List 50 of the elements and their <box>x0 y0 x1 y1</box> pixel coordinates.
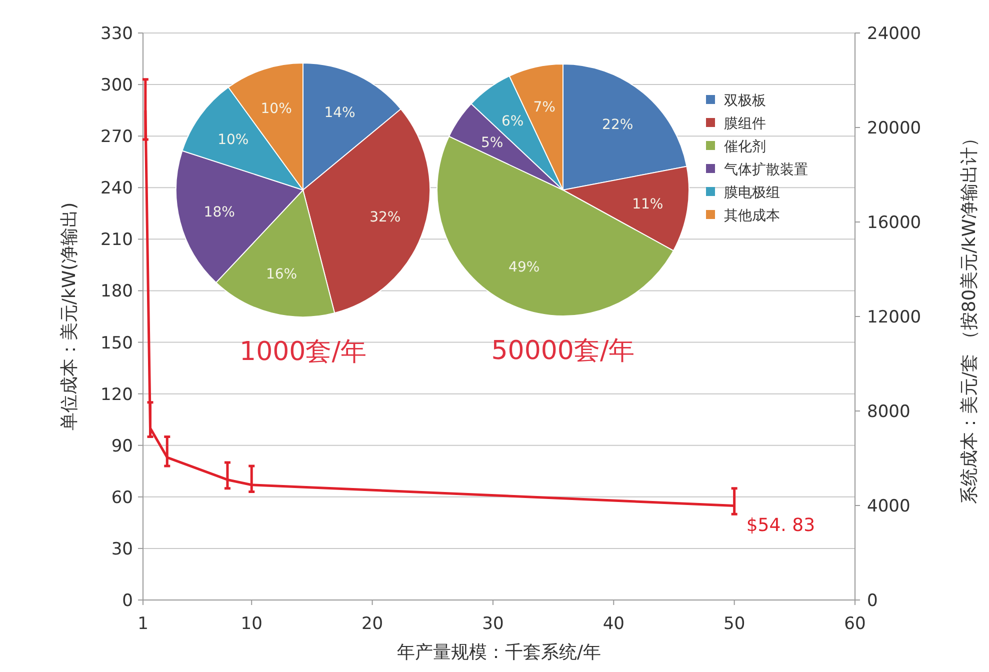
x-tick-label: 50 <box>724 614 746 634</box>
data-label: 32% <box>370 210 401 226</box>
data-label: 49% <box>508 259 540 276</box>
y2-tick-label: 0 <box>867 591 878 611</box>
y-tick-label: 150 <box>100 333 133 354</box>
y-tick-label: 60 <box>111 488 133 508</box>
y2-tick-label: 24000 <box>867 24 922 44</box>
y2-tick-label: 12000 <box>867 308 922 328</box>
legend-label: 膜电极组 <box>724 185 780 201</box>
data-label: 5% <box>481 134 504 151</box>
x-axis-title: 年产量规模：千套系统/年 <box>396 642 602 663</box>
x-tick-label: 40 <box>602 614 624 634</box>
y-tick-label: 330 <box>100 24 133 44</box>
y-tick-label: 300 <box>100 76 133 96</box>
data-label: 22% <box>602 116 634 133</box>
x-tick-label: 60 <box>844 614 866 634</box>
data-label: 11% <box>632 196 664 212</box>
x-tick-label: 30 <box>482 614 504 634</box>
y-tick-label: 180 <box>100 282 133 302</box>
y-tick-label: 210 <box>100 230 133 250</box>
data-label: 10% <box>218 132 249 148</box>
data-label: 6% <box>502 114 524 130</box>
legend-label: 膜组件 <box>724 116 766 132</box>
text: 1000套/年 <box>240 337 366 367</box>
x-tick-label: 1 <box>138 614 148 634</box>
y2-tick-label: 20000 <box>867 118 922 138</box>
y2-tick-label: 4000 <box>867 496 910 516</box>
y-tick-label: 30 <box>111 539 133 560</box>
legend-label: 气体扩散装置 <box>724 162 808 178</box>
y2-tick-label: 16000 <box>867 213 922 233</box>
y-tick-label: 120 <box>100 384 133 405</box>
annotation: $54. 83 <box>746 514 816 536</box>
y-axis-title: 单位成本：美元/kW(净输出) <box>59 202 80 431</box>
data-label: 16% <box>266 266 298 283</box>
y-tick-label: 270 <box>100 127 133 148</box>
data-label: 7% <box>533 99 556 116</box>
data-label: 18% <box>204 204 235 220</box>
data-label: 10% <box>260 100 292 117</box>
y2-tick-label: 8000 <box>867 402 910 422</box>
text: 50000套/年 <box>491 336 635 366</box>
x-tick-label: 10 <box>240 614 262 634</box>
data-label: 14% <box>324 104 356 121</box>
legend-label: 催化剂 <box>724 139 766 155</box>
legend-label: 其他成本 <box>724 208 780 224</box>
y2-axis-title: 系统成本：美元/套 （按80美元/kW净输出计） <box>959 129 980 504</box>
y-tick-label: 240 <box>100 178 133 199</box>
legend-label: 双极板 <box>724 93 766 109</box>
x-tick-label: 20 <box>361 614 384 634</box>
y-tick-label: 90 <box>111 436 133 456</box>
y-tick-label: 0 <box>122 591 133 611</box>
